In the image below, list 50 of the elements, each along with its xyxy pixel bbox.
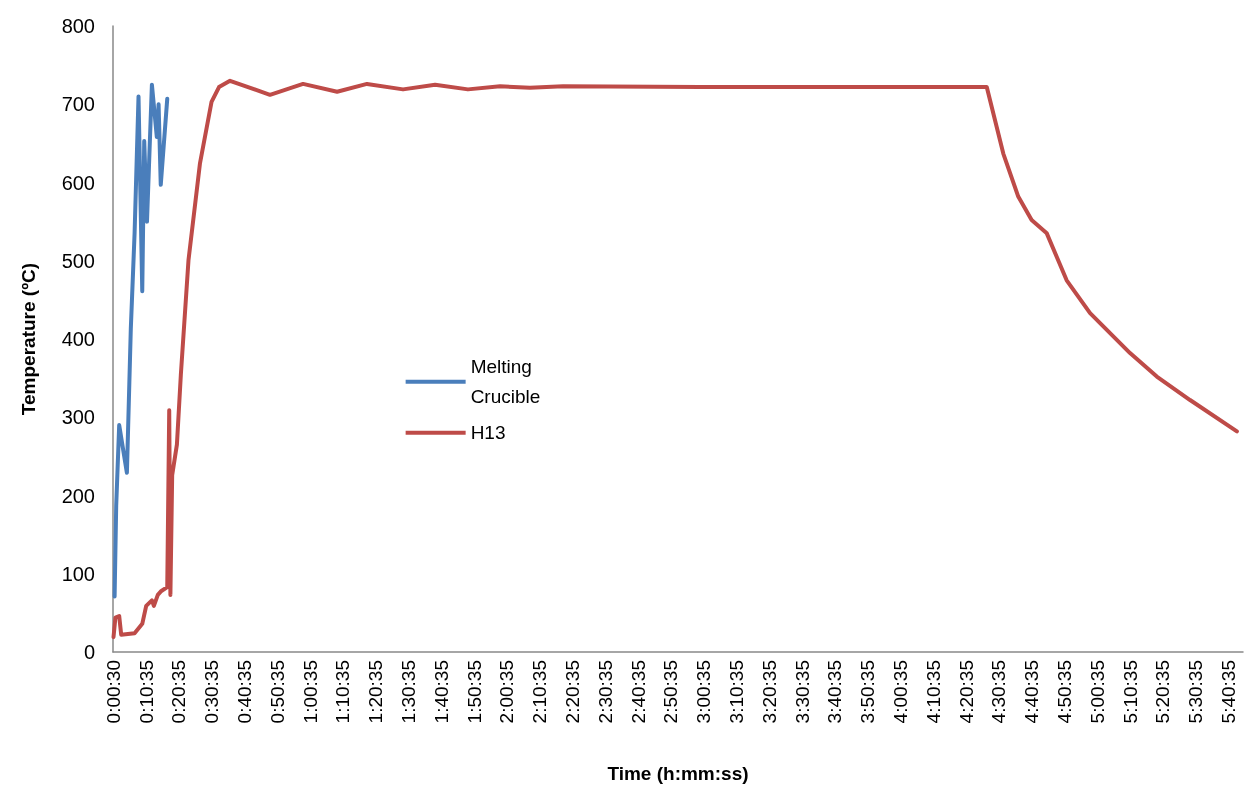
y-tick-label: 300	[61, 406, 95, 429]
x-tick-label: 2:00:35	[496, 660, 518, 724]
x-tick-label: 3:40:35	[824, 660, 846, 724]
x-tick-label: 2:40:35	[627, 660, 649, 724]
x-tick-label: 0:10:35	[135, 660, 157, 724]
x-tick-label: 5:10:35	[1119, 660, 1141, 724]
y-tick-label: 700	[61, 93, 95, 116]
x-tick-label: 4:40:35	[1021, 660, 1043, 724]
x-axis-title: Time (h:mm:ss)	[607, 763, 749, 784]
y-axis-title: Temperature (ºC)	[18, 262, 39, 416]
y-tick-label: 500	[61, 249, 95, 272]
x-tick-label: 0:30:35	[201, 660, 223, 724]
x-tick-label: 0:40:35	[233, 660, 255, 724]
x-tick-label: 2:50:35	[660, 660, 682, 724]
x-tick-label: 0:00:30	[102, 660, 124, 724]
legend-label: Melting Crucible	[470, 356, 541, 408]
x-tick-label: 2:20:35	[561, 660, 583, 724]
x-tick-label: 4:10:35	[922, 660, 944, 724]
x-tick-label: 5:00:35	[1086, 660, 1108, 724]
line-series	[111, 78, 1239, 640]
y-tick-label: 200	[61, 484, 95, 507]
y-tick-label: 0	[83, 641, 95, 663]
x-tick-label: 3:30:35	[791, 660, 813, 724]
x-tick-label: 1:30:35	[397, 660, 419, 724]
x-tick-label: 4:50:35	[1054, 660, 1076, 724]
y-tick-label: 400	[61, 328, 95, 350]
x-tick-label: 2:30:35	[594, 660, 616, 724]
x-tick-label: 3:00:35	[693, 660, 715, 724]
x-tick-label: 2:10:35	[529, 660, 551, 724]
x-tick-label: 4:00:35	[890, 660, 911, 724]
x-tick-label: 1:40:35	[430, 660, 452, 724]
x-tick-label: 5:40:35	[1218, 660, 1240, 724]
x-tick-label: 0:50:35	[266, 660, 288, 724]
x-tick-label: 4:30:35	[988, 660, 1010, 724]
x-tick-label: 4:20:35	[955, 660, 977, 724]
x-tick-label: 0:20:35	[168, 660, 190, 724]
x-tick-label: 1:10:35	[332, 660, 354, 724]
y-tick-label: 600	[61, 171, 95, 194]
x-tick-label: 3:10:35	[726, 660, 747, 724]
y-tick-label: 800	[61, 15, 95, 37]
x-tick-label: 1:00:35	[299, 660, 321, 724]
x-tick-label: 1:20:35	[365, 660, 387, 724]
x-tick-label: 3:50:35	[857, 660, 879, 724]
line-series	[112, 82, 170, 599]
x-tick-label: 5:30:35	[1185, 660, 1207, 724]
x-tick-label: 3:20:35	[758, 660, 780, 724]
y-tick-label: 100	[61, 562, 95, 585]
x-tick-label: 1:50:35	[463, 660, 485, 724]
x-tick-label: 5:20:35	[1152, 660, 1174, 724]
legend-label: H13	[470, 422, 506, 444]
